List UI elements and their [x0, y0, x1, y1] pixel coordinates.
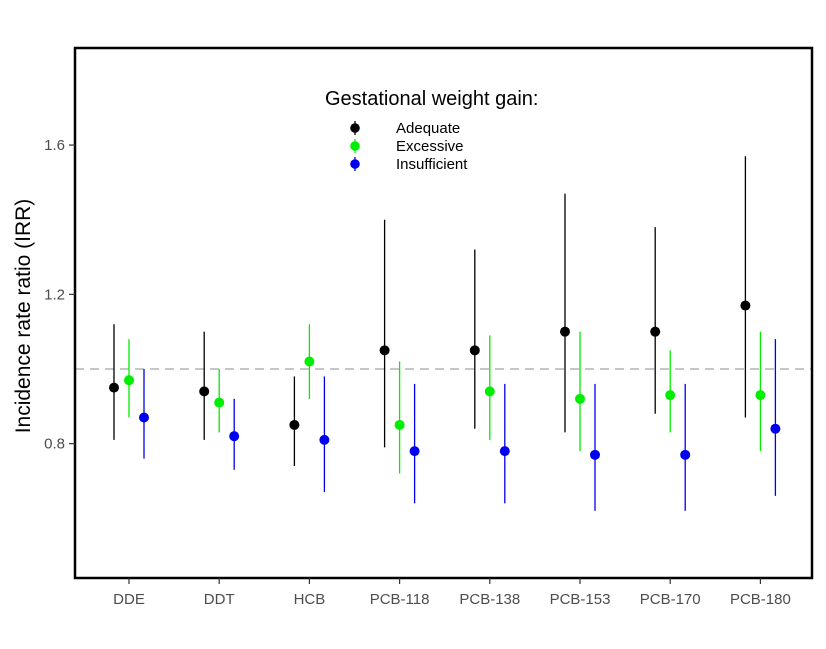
x-tick-label: DDE — [113, 591, 145, 608]
data-point — [319, 434, 330, 445]
data-point — [499, 446, 510, 457]
data-point — [740, 300, 751, 311]
data-point — [124, 375, 134, 386]
data-point — [755, 390, 766, 401]
legend-item-insufficient: Insufficient — [350, 156, 468, 173]
legend-item-adequate: Adequate — [350, 120, 460, 137]
data-point — [139, 412, 149, 423]
series-adequate — [109, 156, 751, 467]
x-tick-label: PCB-180 — [730, 591, 791, 608]
data-point — [770, 423, 781, 434]
data-point — [484, 386, 495, 397]
data-point — [469, 345, 480, 356]
y-tick-label: 1.6 — [44, 137, 65, 154]
legend: Gestational weight gain: AdequateExcessi… — [325, 88, 538, 173]
data-point — [229, 431, 240, 442]
x-tick-label: PCB-153 — [550, 591, 611, 608]
data-point — [109, 382, 119, 393]
data-point — [590, 449, 600, 460]
data-point — [199, 386, 210, 397]
legend-key-point — [350, 159, 360, 169]
data-point — [409, 446, 420, 457]
x-tick-label: PCB-118 — [370, 591, 430, 608]
legend-item-excessive: Excessive — [350, 138, 464, 155]
legend-label: Insufficient — [396, 156, 468, 173]
data-point — [289, 419, 300, 430]
x-tick-label: HCB — [294, 591, 326, 608]
data-point — [680, 449, 691, 460]
series-insufficient — [139, 339, 781, 511]
y-tick-label: 1.2 — [44, 286, 65, 303]
x-tick-label: PCB-138 — [459, 591, 520, 608]
data-point — [214, 397, 225, 408]
legend-key-point — [350, 141, 360, 151]
y-axis-title: Incidence rate ratio (IRR) — [12, 199, 35, 434]
legend-key-point — [350, 123, 360, 133]
chart-marks — [109, 156, 781, 511]
data-point — [665, 390, 676, 401]
data-point — [304, 356, 315, 367]
series-excessive — [124, 324, 766, 474]
data-point — [575, 393, 585, 404]
legend-label: Excessive — [396, 138, 464, 155]
x-axis: DDE DDT HCB PCB-118 PCB-138 PCB-153 PCB-170 PCB… — [113, 578, 791, 608]
x-tick-label: PCB-170 — [640, 591, 701, 608]
data-point — [394, 419, 405, 430]
x-tick-label: DDT — [204, 591, 235, 608]
y-axis: 0.8 1.2 1.6 — [44, 137, 75, 453]
legend-label: Adequate — [396, 120, 460, 137]
plot-panel-border — [73, 46, 814, 580]
legend-title: Gestational weight gain: — [325, 88, 538, 110]
y-tick-label: 0.8 — [44, 436, 65, 453]
data-point — [650, 326, 661, 337]
data-point — [379, 345, 390, 356]
data-point — [560, 326, 570, 337]
